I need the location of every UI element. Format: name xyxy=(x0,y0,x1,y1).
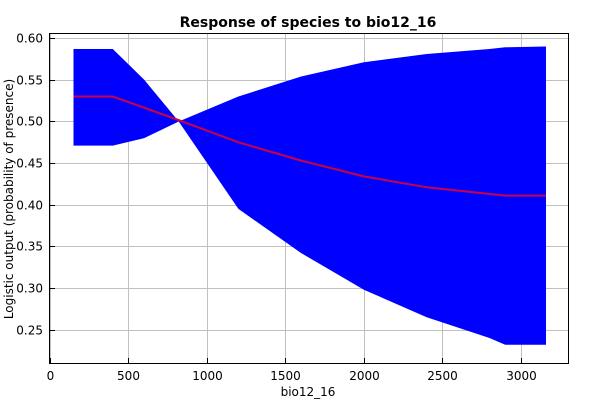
ticks: 0 500 1000 1500 2000 2500 3000 0.25 0.30 0.35 0.40… xyxy=(16,32,536,384)
x-tick-label: 0 xyxy=(47,369,55,383)
y-tick-label: 0.50 xyxy=(16,115,43,129)
plot-frame xyxy=(49,33,569,364)
x-tick-label: 1000 xyxy=(192,369,223,383)
y-tick-label: 0.25 xyxy=(16,324,43,338)
chart-title: Response of species to bio12_16 xyxy=(180,15,437,31)
y-tick-label: 0.45 xyxy=(16,157,43,171)
series-layer xyxy=(73,46,546,345)
response-line xyxy=(73,95,546,197)
x-tick-label: 500 xyxy=(117,369,140,383)
y-tick-label: 0.30 xyxy=(16,282,43,296)
x-tick-label: 1500 xyxy=(270,369,301,383)
y-tick-label: 0.55 xyxy=(16,74,43,88)
y-tick-label: 0.40 xyxy=(16,199,43,213)
confidence-band xyxy=(73,46,546,345)
x-tick-label: 3000 xyxy=(506,369,537,383)
y-tick-label: 0.35 xyxy=(16,240,43,254)
x-tick-label: 2000 xyxy=(349,369,380,383)
y-axis-label: Logistic output (probability of presence… xyxy=(2,79,16,319)
x-axis-label: bio12_16 xyxy=(281,385,336,399)
y-tick-label: 0.60 xyxy=(16,32,43,46)
x-tick-label: 2500 xyxy=(427,369,458,383)
